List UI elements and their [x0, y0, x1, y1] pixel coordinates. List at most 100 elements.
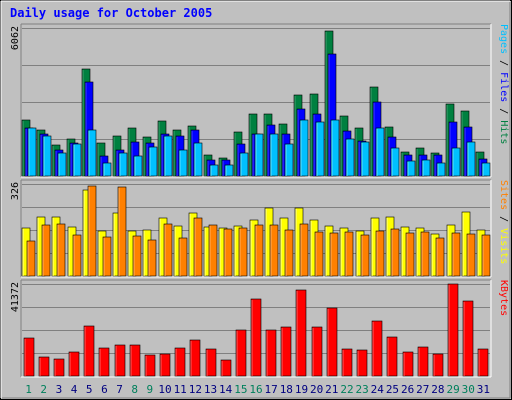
bar-kbytes-day-13 — [205, 348, 217, 377]
x-tick-label-day-10: 10 — [158, 383, 171, 396]
bar-pages-day-10 — [163, 135, 173, 177]
panel-bottom: 41372 KBytes — [10, 279, 509, 378]
bar-kbytes-day-8 — [129, 344, 141, 377]
x-tick-label-day-26: 26 — [401, 383, 414, 396]
bar-pages-day-31 — [481, 162, 491, 177]
bar-kbytes-day-3 — [53, 358, 65, 377]
bar-sites-day-21 — [329, 232, 339, 277]
bar-pages-day-6 — [102, 162, 112, 177]
bar-kbytes-day-11 — [174, 347, 186, 377]
bar-sites-day-20 — [314, 231, 324, 277]
bar-sites-day-18 — [284, 229, 294, 277]
bar-sites-day-8 — [132, 235, 142, 277]
bar-pages-day-2 — [42, 135, 52, 177]
legend-label: / — [498, 54, 509, 72]
bar-sites-day-16 — [254, 224, 264, 277]
bar-pages-day-1 — [27, 127, 37, 177]
x-tick-label-day-9: 9 — [147, 383, 154, 396]
bar-pages-day-9 — [148, 146, 158, 177]
x-tick-label-day-14: 14 — [219, 383, 233, 396]
bar-kbytes-day-23 — [356, 349, 368, 377]
bar-kbytes-day-28 — [432, 353, 444, 377]
bar-kbytes-day-15 — [235, 329, 247, 377]
bar-sites-day-23 — [360, 234, 370, 277]
bar-pages-day-22 — [345, 138, 355, 177]
bar-kbytes-day-30 — [462, 300, 474, 377]
bar-pages-day-26 — [406, 160, 416, 177]
bar-sites-day-31 — [481, 234, 491, 277]
y-max-label: 6062 — [10, 26, 21, 50]
legend-label: Visits — [498, 228, 509, 264]
bar-sites-day-19 — [299, 223, 309, 277]
bar-pages-day-7 — [118, 152, 128, 177]
x-tick-label-day-4: 4 — [71, 383, 78, 396]
bar-pages-day-23 — [360, 141, 370, 177]
bar-kbytes-day-1 — [23, 337, 35, 377]
panel-top: 6062 Pages / Files / Hits — [10, 23, 509, 178]
y-max-label: 41372 — [10, 282, 21, 312]
bar-pages-day-17 — [269, 133, 279, 177]
x-tick-label-day-21: 21 — [325, 383, 338, 396]
bar-pages-day-24 — [375, 127, 385, 177]
x-tick-label-day-30: 30 — [462, 383, 475, 396]
bar-sites-day-10 — [163, 223, 173, 277]
bar-kbytes-day-31 — [477, 348, 489, 377]
bar-kbytes-day-24 — [371, 320, 383, 377]
bar-kbytes-day-19 — [295, 289, 307, 377]
bar-kbytes-day-5 — [83, 325, 95, 377]
bar-kbytes-day-25 — [386, 336, 398, 377]
bar-sites-day-6 — [102, 236, 112, 277]
bar-pages-day-28 — [436, 162, 446, 177]
bar-kbytes-day-20 — [311, 326, 323, 377]
x-tick-label-day-27: 27 — [416, 383, 429, 396]
bar-pages-day-19 — [299, 119, 309, 177]
x-tick-label-day-6: 6 — [101, 383, 108, 396]
bar-kbytes-day-26 — [402, 351, 414, 377]
y-max-label: 326 — [10, 182, 21, 200]
bar-kbytes-day-2 — [38, 356, 50, 377]
bar-pages-day-30 — [466, 141, 476, 177]
legend-label: Hits — [498, 120, 509, 144]
bar-sites-day-1 — [26, 240, 36, 277]
x-tick-label-day-19: 19 — [295, 383, 308, 396]
bar-pages-day-3 — [57, 152, 67, 177]
x-tick-label-day-2: 2 — [40, 383, 47, 396]
bar-sites-day-30 — [466, 233, 476, 277]
bar-kbytes-day-18 — [280, 326, 292, 377]
x-tick-label-day-12: 12 — [189, 383, 202, 396]
bar-pages-day-4 — [72, 143, 82, 177]
bar-pages-day-18 — [284, 143, 294, 177]
bar-sites-day-25 — [390, 228, 400, 277]
bar-sites-day-28 — [435, 237, 445, 277]
bar-kbytes-day-16 — [250, 298, 262, 377]
bar-sites-day-3 — [56, 223, 66, 277]
x-tick-label-day-28: 28 — [431, 383, 444, 396]
x-tick-label-day-25: 25 — [386, 383, 399, 396]
bar-pages-day-14 — [224, 164, 234, 177]
legend-labels: Sites / Visits — [498, 180, 509, 264]
bar-pages-day-5 — [87, 129, 97, 177]
x-tick-label-day-3: 3 — [56, 383, 63, 396]
bar-kbytes-day-22 — [341, 348, 353, 377]
x-tick-label-day-15: 15 — [234, 383, 247, 396]
bar-pages-day-21 — [330, 119, 340, 177]
x-tick-label-day-20: 20 — [310, 383, 323, 396]
bar-sites-day-27 — [420, 231, 430, 277]
x-tick-label-day-11: 11 — [174, 383, 187, 396]
bar-sites-day-4 — [72, 234, 82, 277]
bar-kbytes-day-14 — [220, 359, 232, 377]
legend-labels: Pages / Files / Hits — [498, 24, 509, 144]
bar-kbytes-day-7 — [114, 344, 126, 377]
bar-pages-day-20 — [315, 121, 325, 177]
bar-sites-day-11 — [178, 237, 188, 277]
bar-pages-day-12 — [193, 142, 203, 177]
x-tick-label-day-7: 7 — [116, 383, 123, 396]
bar-sites-day-15 — [238, 227, 248, 277]
x-tick-label-day-1: 1 — [25, 383, 32, 396]
chart-title: Daily usage for October 2005 — [10, 6, 213, 20]
bar-sites-day-22 — [344, 231, 354, 277]
legend-label: Sites — [498, 180, 509, 210]
legend-labels: KBytes — [498, 280, 509, 316]
x-tick-label-day-8: 8 — [131, 383, 138, 396]
